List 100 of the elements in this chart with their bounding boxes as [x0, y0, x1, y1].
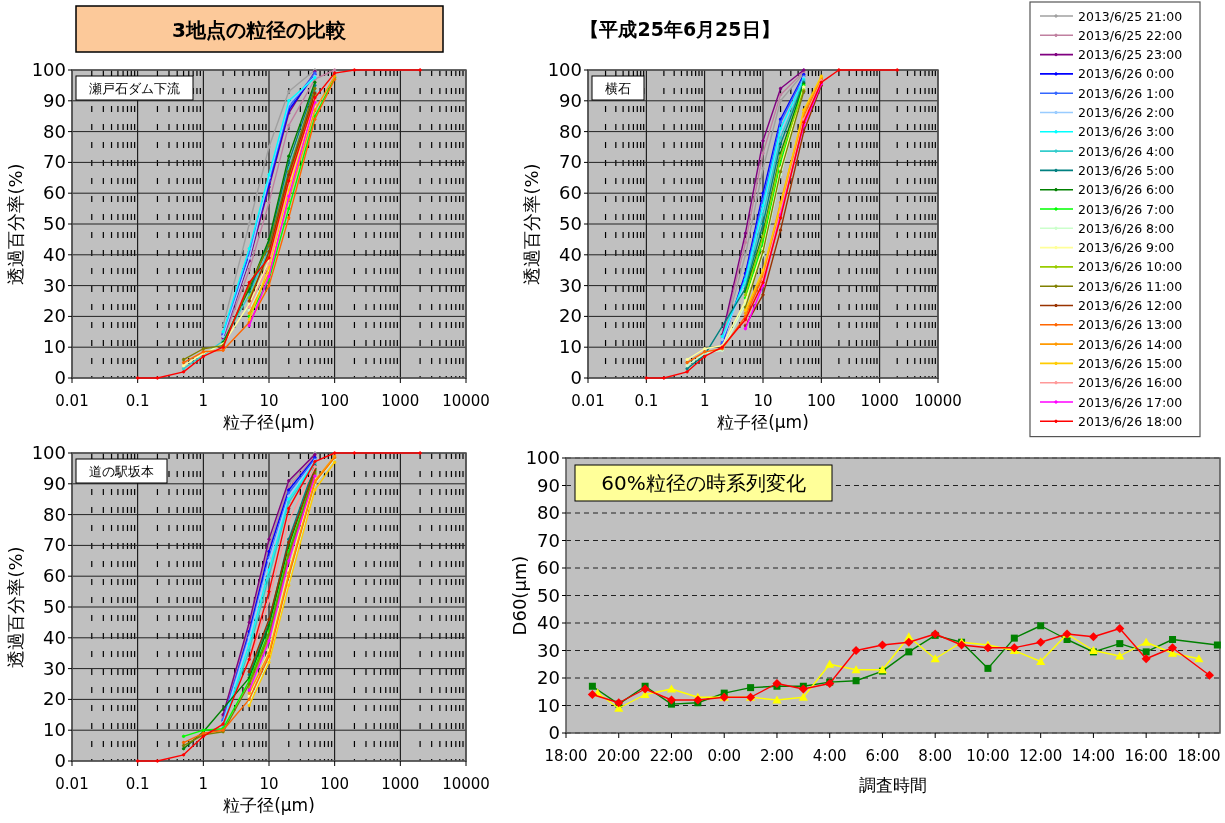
text: 瀬戸石ダム下流 [89, 81, 180, 96]
x-tick-label: 10 [753, 392, 773, 410]
legend-label: 2013/6/26 8:00 [1078, 220, 1175, 236]
x-tick-label: 10 [259, 775, 279, 793]
x-tick-label: 1 [198, 775, 209, 793]
y-tick-label: 10 [537, 694, 560, 716]
x-tick-label: 1000 [381, 775, 420, 793]
x-tick-label: 10000 [442, 392, 490, 410]
y-tick-label: 80 [43, 120, 66, 142]
x-tick-label: 1000 [381, 392, 420, 410]
y-tick-label: 40 [559, 243, 582, 265]
legend-label: 2013/6/26 11:00 [1078, 278, 1183, 294]
legend-label: 2013/6/26 3:00 [1078, 124, 1175, 140]
y-tick-label: 70 [43, 151, 66, 173]
legend-label: 2013/6/26 13:00 [1078, 317, 1183, 333]
y-tick-label: 90 [537, 474, 560, 496]
y-tick-label: 0 [54, 750, 66, 771]
x-tick-label: 0:00 [707, 747, 742, 765]
y-tick-label: 60 [559, 182, 582, 204]
x-tick-label: 18:00 [544, 747, 588, 765]
y-tick-label: 50 [43, 596, 66, 617]
y-tick-label: 100 [525, 447, 560, 468]
y-tick-label: 20 [43, 688, 66, 710]
text: 横石 [605, 81, 631, 96]
x-axis-title: 粒子径(μm) [717, 412, 809, 432]
legend-label: 2013/6/25 21:00 [1078, 8, 1183, 24]
y-tick-label: 10 [43, 336, 66, 358]
x-tick-label: 10 [259, 392, 279, 410]
y-axis-title: D60(μm) [509, 555, 530, 636]
x-tick-label: 20:00 [597, 747, 641, 765]
x-tick-label: 0.01 [55, 392, 89, 410]
legend-label: 2013/6/26 18:00 [1078, 413, 1183, 429]
y-tick-label: 40 [43, 243, 66, 265]
x-tick-label: 0.1 [125, 775, 150, 793]
y-tick-label: 30 [559, 274, 582, 296]
y-tick-label: 10 [43, 719, 66, 741]
x-tick-label: 14:00 [1071, 747, 1116, 765]
y-tick-label: 0 [548, 722, 560, 743]
legend-label: 2013/6/26 4:00 [1078, 143, 1175, 159]
y-tick-label: 30 [43, 657, 66, 679]
legend-label: 2013/6/26 10:00 [1078, 259, 1183, 275]
legend-label: 2013/6/26 7:00 [1078, 201, 1175, 217]
x-tick-label: 10000 [442, 775, 490, 793]
x-tick-label: 0.1 [634, 392, 659, 410]
legend-label: 2013/6/26 2:00 [1078, 105, 1175, 120]
y-tick-label: 50 [537, 584, 560, 606]
y-tick-label: 60 [43, 182, 66, 204]
x-tick-label: 0.01 [571, 392, 605, 410]
x-tick-label: 8:00 [918, 747, 953, 765]
x-tick-label: 1 [198, 392, 209, 410]
x-tick-label: 6:00 [865, 747, 900, 765]
legend-label: 2013/6/26 6:00 [1078, 182, 1175, 198]
y-tick-label: 20 [559, 305, 582, 327]
y-tick-label: 50 [43, 213, 66, 234]
x-tick-label: 0.1 [125, 392, 150, 410]
legend-label: 2013/6/25 22:00 [1078, 27, 1183, 43]
x-tick-label: 18:00 [1177, 747, 1221, 765]
text: 道の駅坂本 [89, 464, 154, 479]
y-axis-title: 透過百分率(%) [521, 163, 542, 285]
x-axis-title: 粒子径(μm) [223, 412, 315, 432]
y-tick-label: 80 [537, 502, 560, 523]
y-tick-label: 70 [559, 151, 582, 173]
legend-label: 2013/6/26 0:00 [1078, 66, 1175, 82]
x-tick-label: 100 [320, 392, 349, 410]
y-tick-label: 70 [537, 529, 560, 551]
y-tick-label: 100 [547, 59, 582, 80]
y-tick-label: 80 [43, 503, 66, 525]
x-tick-label: 10000 [914, 392, 962, 410]
y-axis-title: 透過百分率(%) [5, 546, 26, 668]
y-tick-label: 20 [537, 667, 560, 688]
y-tick-label: 40 [537, 612, 560, 633]
x-tick-label: 100 [320, 775, 349, 793]
x-tick-label: 0.01 [55, 775, 89, 793]
y-tick-label: 90 [43, 89, 66, 111]
y-tick-label: 10 [559, 336, 582, 358]
y-tick-label: 40 [43, 626, 66, 648]
legend-label: 2013/6/25 23:00 [1078, 47, 1183, 63]
y-tick-label: 60 [43, 565, 66, 587]
legend-label: 2013/6/26 12:00 [1078, 298, 1183, 313]
legend-label: 2013/6/26 14:00 [1078, 336, 1183, 352]
legend-label: 2013/6/26 17:00 [1078, 394, 1183, 410]
x-tick-label: 22:00 [649, 747, 694, 765]
y-tick-label: 30 [537, 639, 560, 661]
y-tick-label: 0 [54, 367, 66, 388]
x-tick-label: 1 [699, 392, 710, 410]
y-tick-label: 90 [559, 89, 582, 111]
legend-label: 2013/6/26 1:00 [1078, 85, 1175, 101]
legend-label: 2013/6/26 16:00 [1078, 375, 1183, 391]
x-tick-label: 1000 [860, 392, 899, 410]
x-tick-label: 100 [807, 392, 836, 410]
x-tick-label: 16:00 [1124, 747, 1168, 765]
y-tick-label: 0 [570, 367, 582, 388]
y-tick-label: 30 [43, 274, 66, 296]
y-axis-title: 透過百分率(%) [5, 163, 26, 285]
text: 【平成25年6月25日】 [580, 18, 780, 40]
y-tick-label: 20 [43, 305, 66, 327]
text: 60%粒径の時系列変化 [601, 471, 806, 495]
y-tick-label: 100 [31, 442, 66, 463]
x-tick-label: 2:00 [760, 747, 794, 765]
x-axis-title: 調査時間 [859, 775, 927, 795]
